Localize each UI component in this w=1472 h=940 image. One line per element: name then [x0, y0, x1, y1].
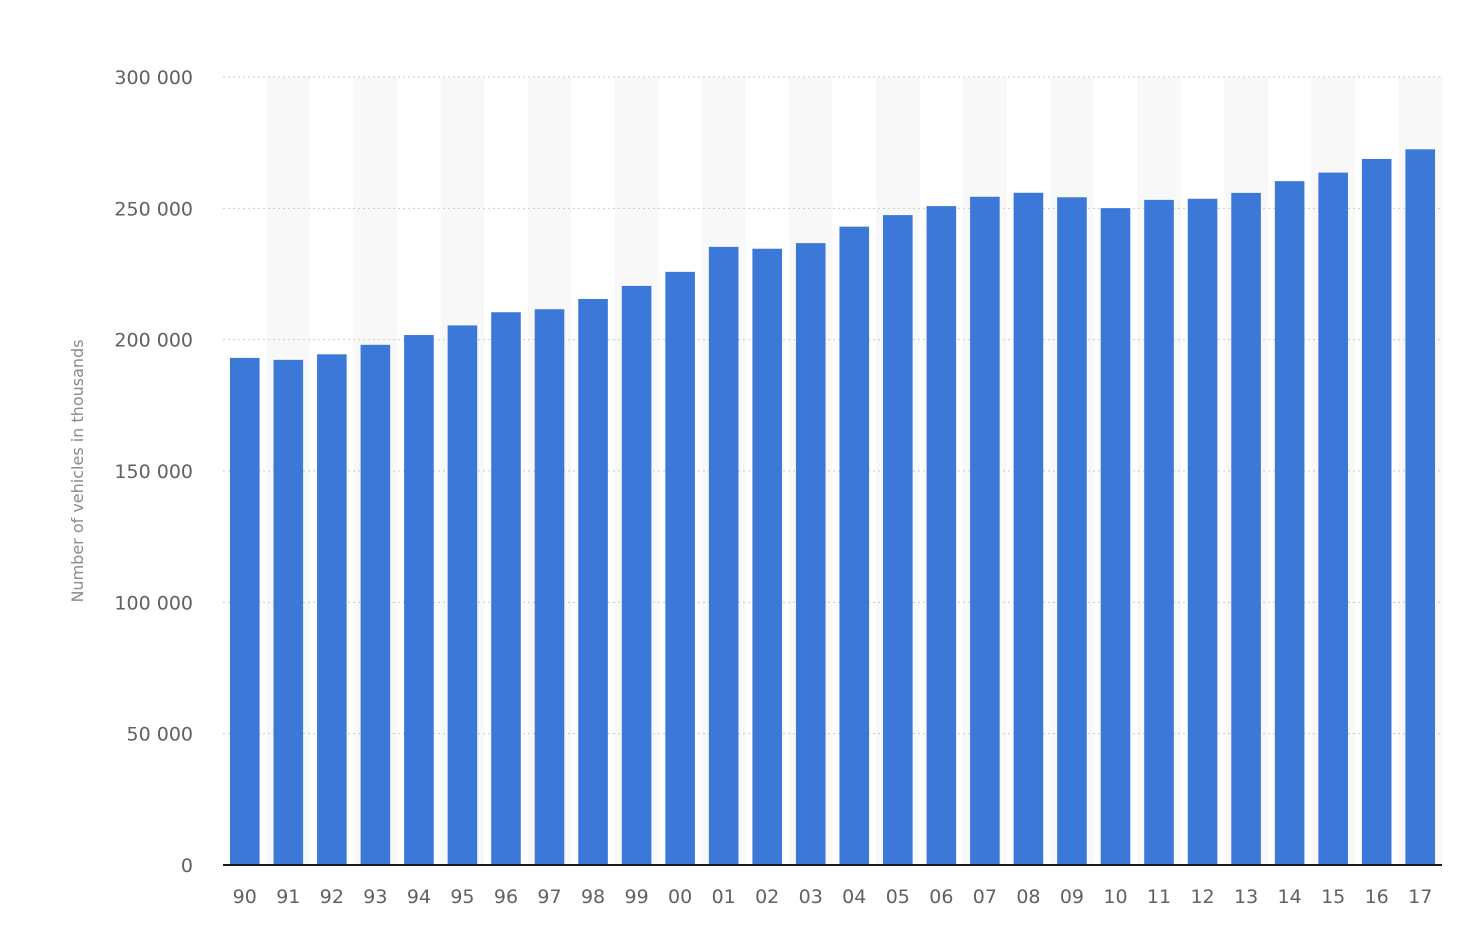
x-tick-label: 94	[407, 886, 431, 908]
bar-04[interactable]	[839, 226, 870, 865]
x-axis: 90 91 92 93 94 95 96 97 98 99 00 01 02 03 04 05 06 07 08 09…	[223, 864, 1442, 908]
bar-06[interactable]	[926, 206, 957, 866]
bar-09[interactable]	[1057, 197, 1087, 865]
x-tick-label: 03	[799, 886, 823, 908]
bar-97[interactable]	[534, 309, 565, 865]
x-tick-label: 07	[973, 886, 997, 908]
bar-93[interactable]	[360, 344, 391, 865]
x-tick-label: 17	[1408, 886, 1432, 908]
bar-05[interactable]	[883, 215, 913, 865]
x-tick-label: 14	[1278, 886, 1302, 908]
x-tick-label: 93	[363, 886, 387, 908]
x-tick-label: 13	[1234, 886, 1258, 908]
bar-13[interactable]	[1231, 192, 1261, 865]
x-tick-label: 92	[320, 886, 344, 908]
x-tick-label: 97	[537, 886, 561, 908]
x-tick-label: 95	[450, 886, 474, 908]
x-tick-label: 05	[886, 886, 910, 908]
bar-98[interactable]	[578, 298, 608, 866]
bar-10[interactable]	[1100, 208, 1131, 865]
x-tick-label: 04	[842, 886, 866, 908]
x-tick-label: 11	[1147, 886, 1171, 908]
x-tick-label: 01	[712, 886, 736, 908]
y-tick-label: 150 000	[114, 461, 193, 483]
x-tick-label: 00	[668, 886, 692, 908]
bars	[229, 149, 1436, 866]
bar-11[interactable]	[1144, 199, 1174, 865]
y-tick-label: 50 000	[127, 724, 193, 746]
bar-15[interactable]	[1318, 172, 1348, 865]
bar-99[interactable]	[621, 285, 652, 865]
x-tick-label: 96	[494, 886, 518, 908]
bar-90[interactable]	[229, 357, 260, 865]
y-tick-label: 0	[181, 855, 193, 877]
bar-01[interactable]	[708, 246, 739, 866]
x-tick-label: 99	[624, 886, 648, 908]
x-tick-label: 02	[755, 886, 779, 908]
bar-92[interactable]	[317, 354, 347, 865]
x-tick-label: 10	[1103, 886, 1127, 908]
y-axis: 0 50 000 100 000 150 000 200 000 250 000 300 0…	[114, 67, 193, 877]
bar-17[interactable]	[1405, 149, 1436, 865]
x-tick-label: 08	[1016, 886, 1040, 908]
x-tick-label: 16	[1365, 886, 1389, 908]
x-tick-label: 98	[581, 886, 605, 908]
bar-94[interactable]	[404, 335, 434, 865]
bar-08[interactable]	[1013, 192, 1044, 866]
bar-95[interactable]	[447, 325, 478, 865]
x-tick-label: 09	[1060, 886, 1084, 908]
x-tick-label: 91	[276, 886, 300, 908]
bar-96[interactable]	[491, 312, 521, 865]
y-tick-label: 100 000	[114, 592, 193, 614]
bar-16[interactable]	[1361, 158, 1392, 866]
x-tick-label: 90	[233, 886, 257, 908]
y-axis-title: Number of vehicles in thousands	[68, 339, 87, 602]
bar-02[interactable]	[752, 248, 782, 866]
bar-12[interactable]	[1187, 198, 1218, 865]
x-tick-label: 06	[929, 886, 953, 908]
x-tick-label: 12	[1190, 886, 1214, 908]
bar-91[interactable]	[273, 359, 304, 865]
y-tick-label: 300 000	[114, 67, 193, 89]
bar-03[interactable]	[795, 243, 826, 865]
y-tick-label: 250 000	[114, 198, 193, 220]
bar-07[interactable]	[970, 196, 1000, 865]
bar-14[interactable]	[1274, 181, 1305, 865]
bar-00[interactable]	[665, 271, 695, 865]
y-tick-label: 200 000	[114, 330, 193, 352]
x-tick-label: 15	[1321, 886, 1345, 908]
